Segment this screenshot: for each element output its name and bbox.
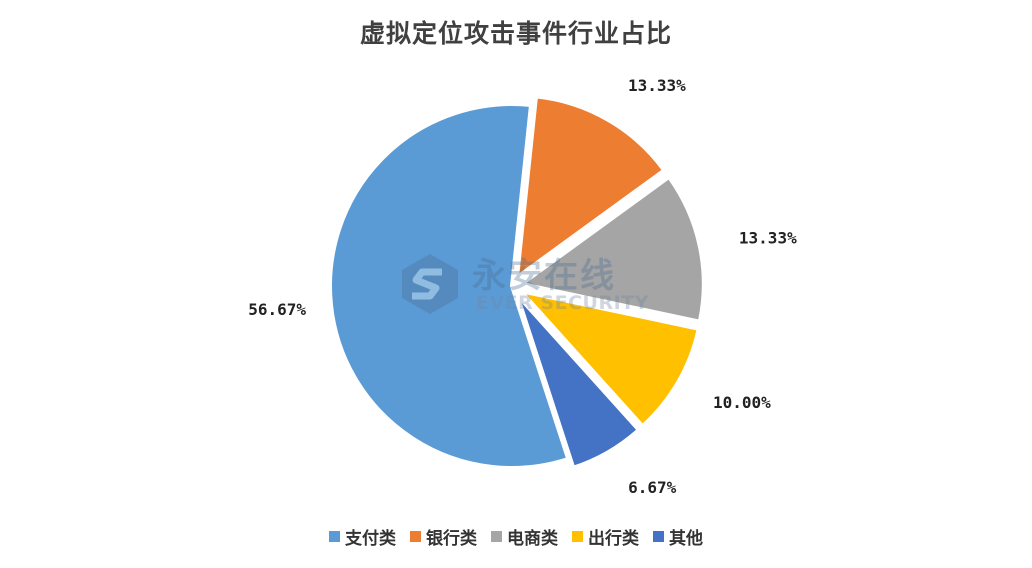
legend-swatch xyxy=(410,531,421,542)
data-label-4: 10.00% xyxy=(713,393,771,412)
pie-slice-5 xyxy=(515,292,641,470)
data-label-3: 13.33% xyxy=(739,229,797,248)
chart-legend: 支付类 银行类 电商类 出行类 其他 xyxy=(0,524,1032,549)
pie-chart: 13.33% 13.33% 10.00% 6.67% 56.67% xyxy=(248,76,797,497)
legend-item-1: 支付类 xyxy=(329,524,396,549)
data-label-5: 6.67% xyxy=(628,478,677,497)
legend-item-5: 其他 xyxy=(653,524,703,549)
legend-label: 电商类 xyxy=(507,529,558,549)
legend-item-2: 银行类 xyxy=(410,524,477,549)
legend-label: 银行类 xyxy=(426,529,477,549)
legend-swatch xyxy=(572,531,583,542)
legend-swatch xyxy=(491,531,502,542)
chart-title: 虚拟定位攻击事件行业占比 xyxy=(359,19,672,48)
legend-swatch xyxy=(653,531,664,542)
data-label-1: 56.67% xyxy=(248,300,306,319)
legend-label: 出行类 xyxy=(588,529,639,549)
pie-slice-3 xyxy=(519,174,706,324)
pie-slice-1 xyxy=(328,102,571,470)
pie-slice-2 xyxy=(514,94,667,280)
pie-slice-4 xyxy=(518,288,701,429)
data-label-2: 13.33% xyxy=(628,76,686,95)
legend-item-3: 电商类 xyxy=(491,524,558,549)
legend-label: 其他 xyxy=(669,529,703,549)
legend-label: 支付类 xyxy=(345,529,396,549)
legend-item-4: 出行类 xyxy=(572,524,639,549)
legend-swatch xyxy=(329,531,340,542)
